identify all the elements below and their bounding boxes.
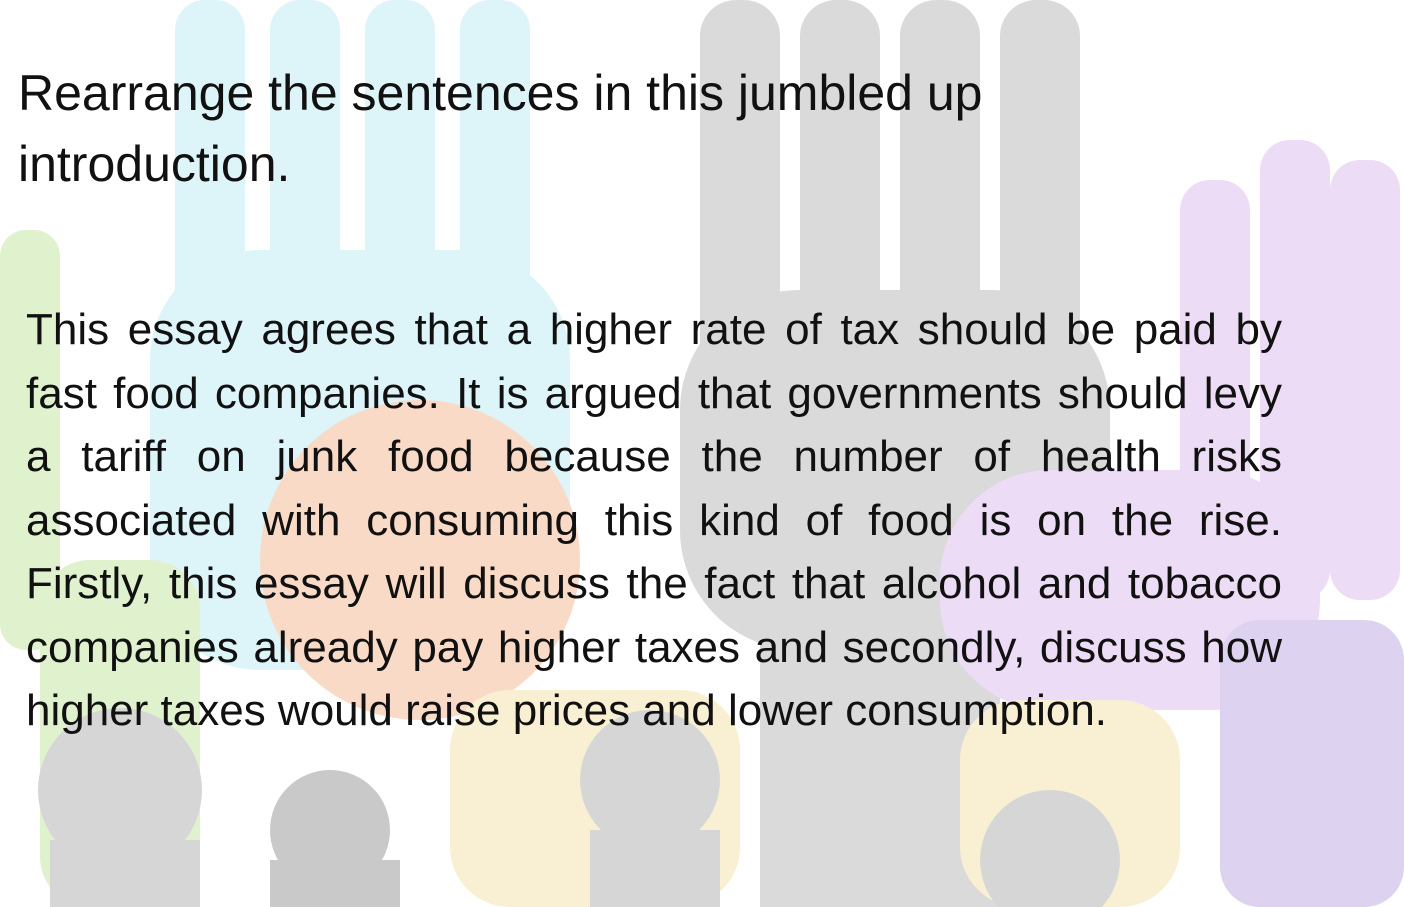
jumbled-introduction-paragraph: This essay agrees that a higher rate of … — [26, 305, 1282, 735]
slide-title: Rearrange the sentences in this jumbled … — [18, 65, 983, 192]
